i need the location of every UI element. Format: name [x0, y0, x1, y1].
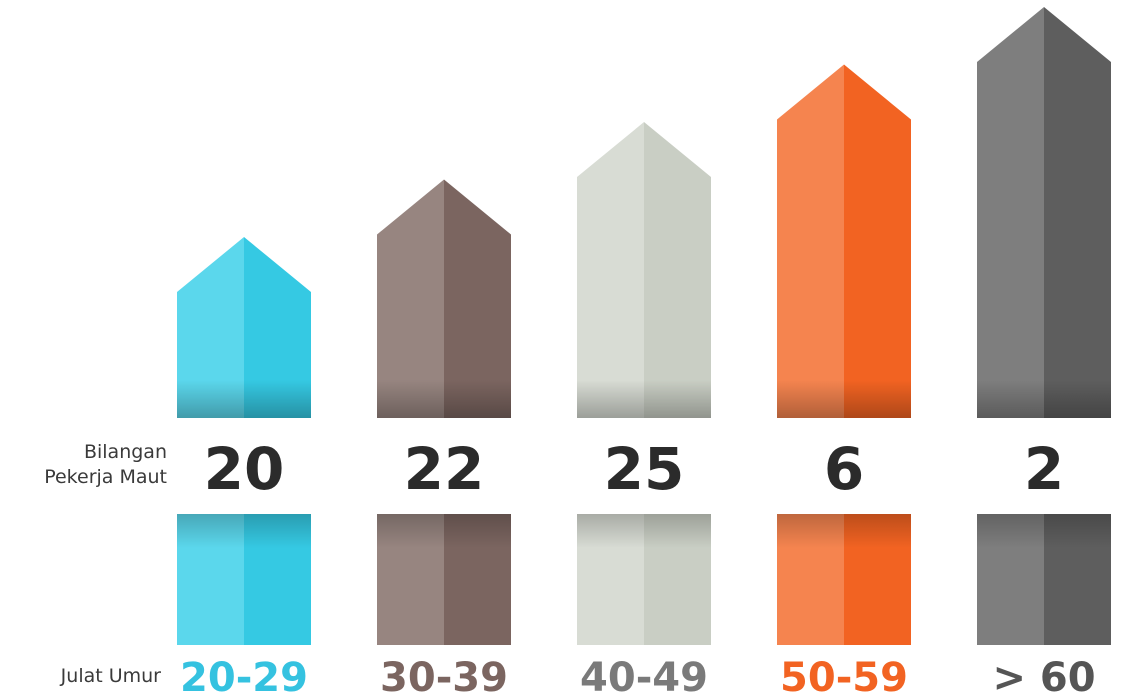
category-label-3: 40-49 [580, 655, 708, 697]
category-labels: 20-29 30-39 40-49 50-59 > 60 [180, 655, 1096, 697]
bar-4-left-face [777, 64, 844, 645]
category-label-1: 20-29 [180, 655, 308, 697]
value-band [0, 418, 1129, 514]
bar-5-right-face [1044, 7, 1111, 645]
bars-layer [177, 7, 1111, 645]
value-row-label: Bilangan Pekerja Maut [44, 441, 167, 488]
value-label-3: 25 [604, 435, 685, 503]
bar-4-right-face [844, 64, 911, 645]
bar-5-shadow-top [977, 380, 1111, 418]
bar-3-shadow-top [577, 380, 711, 418]
value-label-4: 6 [824, 435, 864, 503]
bar-5-left-face [977, 7, 1044, 645]
bar-2-shadow-top [377, 380, 511, 418]
bar-4-shadow-top [777, 380, 911, 418]
band-shadows [177, 380, 1111, 548]
bar-3-shadow-bottom [577, 514, 711, 548]
value-label-1: 20 [204, 435, 285, 503]
value-label-5: 2 [1024, 435, 1064, 503]
category-label-2: 30-39 [380, 655, 508, 697]
bar-2-shadow-bottom [377, 514, 511, 548]
category-label-4: 50-59 [780, 655, 908, 697]
value-label-2: 22 [404, 435, 485, 503]
bar-4-shadow-bottom [777, 514, 911, 548]
bar-4 [777, 64, 911, 645]
bar-5 [977, 7, 1111, 645]
bar-5-shadow-bottom [977, 514, 1111, 548]
category-label-5: > 60 [992, 655, 1095, 697]
bar-1-shadow-bottom [177, 514, 311, 548]
bar-1-shadow-top [177, 380, 311, 418]
value-labels: 20 22 25 6 2 [204, 435, 1065, 503]
category-row-label: Julat Umur [60, 665, 161, 687]
